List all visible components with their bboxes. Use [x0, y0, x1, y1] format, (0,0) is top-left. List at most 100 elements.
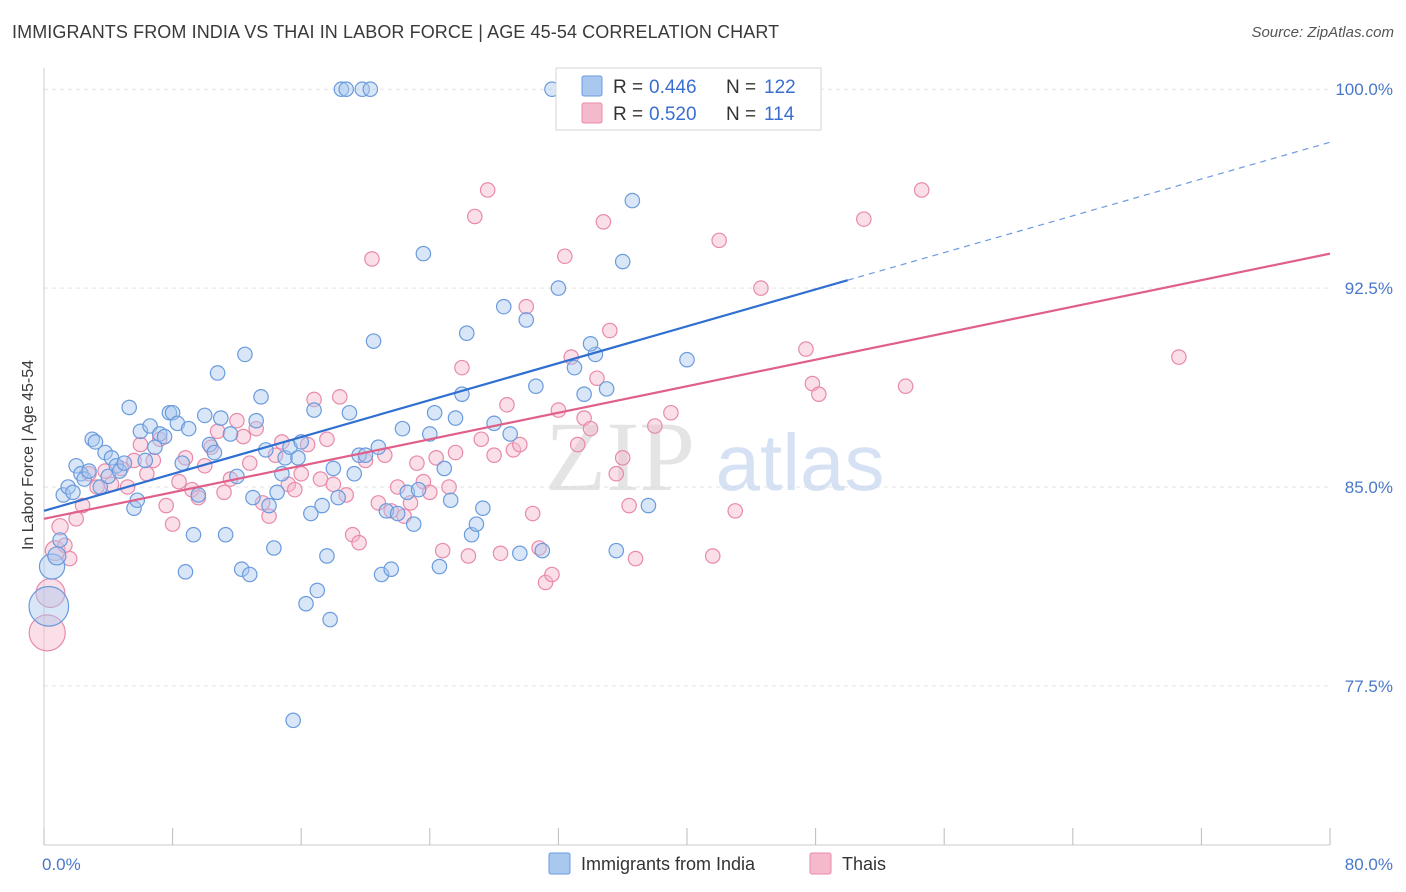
- x-tick-label-min: 0.0%: [42, 855, 81, 874]
- thai-point-85: [582, 420, 599, 437]
- thai-point-68: [473, 431, 490, 448]
- legend-r-label-thai: R =: [613, 104, 643, 125]
- thai-point-106: [913, 182, 930, 198]
- india-point-20: [121, 399, 137, 416]
- india-point-47: [241, 566, 258, 583]
- thai-point-103: [811, 386, 827, 402]
- india-point-106: [534, 542, 551, 559]
- india-point-1: [38, 553, 66, 580]
- india-point-10: [81, 463, 97, 479]
- thai-point-14: [126, 452, 142, 469]
- india-point-18: [111, 463, 128, 479]
- thai-point-99: [727, 503, 744, 519]
- india-point-42: [217, 526, 234, 543]
- thai-point-74: [512, 436, 528, 453]
- india-point-69: [330, 489, 346, 506]
- legend-box: R = 0.446 N = 122 R = 0.520 N = 114: [555, 67, 822, 131]
- india-point-43: [222, 426, 239, 442]
- india-point-92: [436, 460, 453, 477]
- grid-lines: [44, 88, 1330, 687]
- india-point-108: [550, 280, 567, 296]
- india-point-52: [261, 497, 277, 514]
- india-point-104: [518, 312, 535, 328]
- india-point-64: [309, 582, 326, 599]
- thai-point-67: [467, 208, 483, 225]
- legend-swatch-thai: [581, 102, 603, 124]
- india-point-2: [47, 546, 67, 566]
- india-point-88: [415, 245, 432, 262]
- thai-point-35: [261, 508, 277, 524]
- thai-point-30: [229, 412, 245, 429]
- thai-point-44: [319, 431, 335, 448]
- thai-point-66: [460, 548, 477, 564]
- thai-point-90: [614, 450, 631, 466]
- thai-point-63: [441, 479, 457, 495]
- chart-source: Source: ZipAtlas.com: [1251, 24, 1394, 41]
- thai-point-0: [28, 614, 66, 652]
- thai-point-101: [798, 341, 814, 357]
- watermark-atlas: atlas: [716, 418, 885, 507]
- india-point-117: [640, 497, 657, 514]
- india-point-70: [333, 81, 350, 98]
- thai-point-32: [241, 455, 258, 471]
- zipatlas-watermark: ZIP atlas: [545, 401, 884, 512]
- india-point-38: [201, 436, 218, 453]
- legend-n-label-india: N =: [726, 77, 756, 98]
- india-point-68: [325, 460, 342, 477]
- x-tick-label-max: 80.0%: [1345, 855, 1393, 874]
- india-point-77: [362, 81, 379, 98]
- india-point-82: [383, 561, 400, 578]
- y-axis-title: In Labor Force | Age 45-54: [20, 360, 37, 550]
- thai-point-55: [389, 479, 406, 495]
- thai-point-28: [216, 484, 232, 501]
- india-point-78: [365, 333, 382, 349]
- india-point-45: [233, 561, 250, 578]
- thai-point-92: [627, 550, 644, 567]
- india-point-48: [245, 489, 261, 506]
- india-point-83: [389, 505, 406, 522]
- india-point-113: [598, 381, 615, 397]
- india-trend-line: [43, 279, 849, 512]
- thai-point-86: [589, 370, 605, 387]
- india-point-73: [346, 465, 363, 482]
- india-point-86: [405, 516, 422, 532]
- thai-point-64: [447, 444, 464, 461]
- india-points: [28, 81, 695, 729]
- india-point-46: [237, 346, 253, 363]
- india-point-118: [679, 351, 695, 368]
- india-point-59: [290, 450, 306, 466]
- y-tick-labels: 100.0% 92.5% 85.0% 77.5%: [1335, 80, 1393, 696]
- india-point-32: [174, 455, 191, 471]
- india-point-19: [116, 455, 133, 471]
- thai-point-58: [409, 455, 425, 471]
- thai-point-45: [325, 476, 342, 493]
- india-point-101: [495, 298, 512, 315]
- india-point-98: [468, 516, 485, 532]
- thai-point-3: [51, 518, 69, 536]
- india-point-53: [266, 540, 282, 556]
- india-point-71: [338, 81, 355, 98]
- india-point-84: [394, 420, 411, 437]
- india-point-41: [213, 410, 229, 426]
- india-point-44: [229, 468, 245, 485]
- india-point-102: [502, 426, 518, 442]
- thai-point-81: [557, 248, 573, 265]
- india-point-49: [248, 412, 264, 429]
- india-point-33: [177, 564, 194, 580]
- thai-point-40: [293, 465, 309, 482]
- bottom-legend: Immigrants from India Thais: [548, 852, 886, 875]
- thai-point-15: [132, 436, 149, 453]
- india-point-50: [253, 389, 269, 405]
- india-point-54: [269, 484, 285, 501]
- india-point-91: [431, 558, 448, 575]
- india-point-112: [582, 335, 599, 352]
- legend-r-thai: 0.520: [649, 104, 697, 125]
- india-point-79: [370, 439, 387, 456]
- india-point-63: [306, 402, 322, 418]
- thai-point-31: [235, 428, 252, 445]
- india-point-110: [576, 386, 592, 402]
- thai-point-100: [753, 280, 769, 296]
- thai-point-83: [569, 436, 586, 453]
- india-point-0: [28, 585, 70, 627]
- thai-point-107: [1171, 349, 1187, 365]
